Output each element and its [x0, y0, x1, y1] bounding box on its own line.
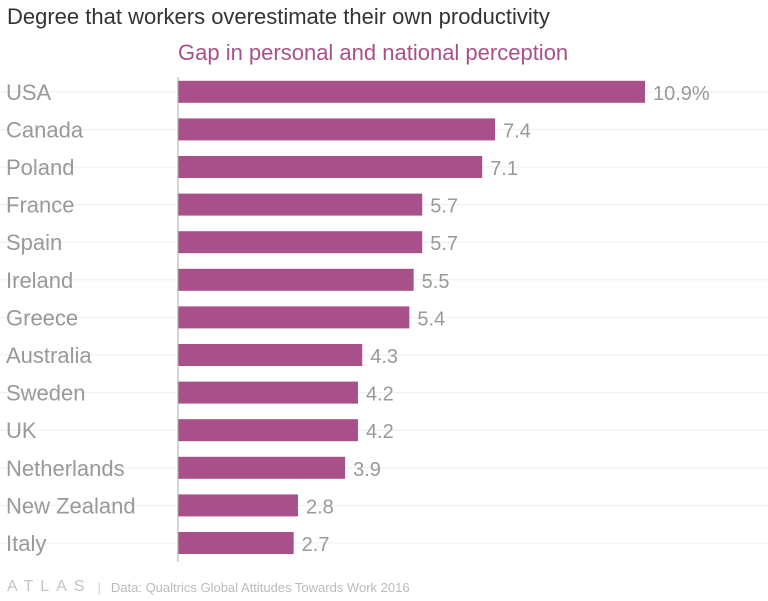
bar — [178, 456, 346, 479]
value-label: 2.7 — [302, 534, 330, 556]
value-label: 4.2 — [366, 421, 394, 443]
bar — [178, 494, 298, 517]
category-label: UK — [6, 418, 37, 443]
chart-title: Degree that workers overestimate their o… — [7, 4, 550, 29]
bar — [178, 156, 483, 178]
category-label: Canada — [6, 117, 84, 142]
value-label: 7.4 — [503, 120, 531, 142]
value-label: 4.3 — [370, 346, 398, 368]
category-label: Greece — [6, 305, 78, 330]
category-label: New Zealand — [6, 493, 136, 518]
value-label: 3.9 — [353, 459, 381, 481]
footer: ATLAS | Data: Qualtrics Global Attitudes… — [7, 578, 410, 596]
bar — [178, 118, 496, 141]
bar — [178, 532, 294, 554]
value-label: 5.7 — [430, 233, 458, 255]
value-label: 10.9% — [653, 83, 710, 105]
bar — [178, 381, 358, 404]
bar — [178, 231, 423, 254]
value-label: 7.1 — [490, 158, 518, 180]
bar — [178, 344, 363, 366]
category-label: USA — [6, 80, 52, 105]
value-label: 5.4 — [417, 308, 445, 330]
value-label: 2.8 — [306, 496, 334, 518]
category-label: Ireland — [6, 268, 73, 293]
bar — [178, 193, 423, 216]
bar — [178, 80, 645, 103]
category-label: Sweden — [6, 381, 86, 406]
value-label: 4.2 — [366, 384, 394, 406]
bar — [178, 268, 414, 291]
category-label: France — [6, 193, 74, 218]
bar — [178, 306, 410, 329]
category-label: Spain — [6, 230, 62, 255]
atlas-logo: ATLAS — [7, 578, 92, 595]
category-label: Australia — [6, 343, 92, 368]
footer-separator: | — [97, 579, 101, 595]
value-label: 5.5 — [422, 271, 450, 293]
chart-subtitle: Gap in personal and national perception — [178, 40, 569, 65]
source-note: Data: Qualtrics Global Attitudes Towards… — [110, 579, 410, 595]
value-label: 5.7 — [430, 196, 458, 218]
category-label: Italy — [6, 531, 46, 556]
category-label: Netherlands — [6, 456, 125, 481]
category-label: Poland — [6, 155, 75, 180]
bar — [178, 419, 358, 442]
